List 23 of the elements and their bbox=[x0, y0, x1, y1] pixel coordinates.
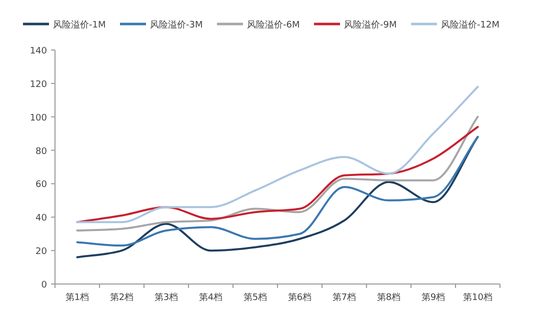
x-tick-label: 第7档 bbox=[332, 292, 356, 303]
legend-label: 风险溢价-12M bbox=[441, 20, 500, 30]
x-tick-label: 第9档 bbox=[421, 292, 446, 303]
x-tick-label: 第5档 bbox=[243, 292, 268, 303]
y-tick-label: 100 bbox=[30, 113, 48, 124]
legend-label: 风险溢价-3M bbox=[150, 20, 203, 30]
legend-label: 风险溢价-6M bbox=[247, 20, 300, 30]
legend-label: 风险溢价-9M bbox=[344, 20, 397, 30]
legend-label: 风险溢价-1M bbox=[53, 20, 106, 30]
y-tick-label: 60 bbox=[36, 180, 48, 190]
x-tick-label: 第3档 bbox=[154, 292, 178, 303]
x-tick-label: 第4档 bbox=[198, 292, 223, 303]
y-tick-label: 0 bbox=[41, 280, 48, 290]
y-tick-label: 40 bbox=[36, 214, 48, 224]
x-tick-label: 第8档 bbox=[376, 292, 401, 303]
y-tick-label: 20 bbox=[36, 247, 48, 258]
x-tick-label: 第6档 bbox=[288, 292, 312, 303]
y-tick-label: 120 bbox=[30, 80, 48, 90]
x-tick-label: 第2档 bbox=[110, 292, 134, 303]
x-tick-label: 第10档 bbox=[463, 292, 492, 303]
y-tick-label: 80 bbox=[36, 146, 48, 157]
x-tick-label: 第1档 bbox=[65, 292, 90, 303]
y-tick-label: 140 bbox=[30, 46, 48, 56]
